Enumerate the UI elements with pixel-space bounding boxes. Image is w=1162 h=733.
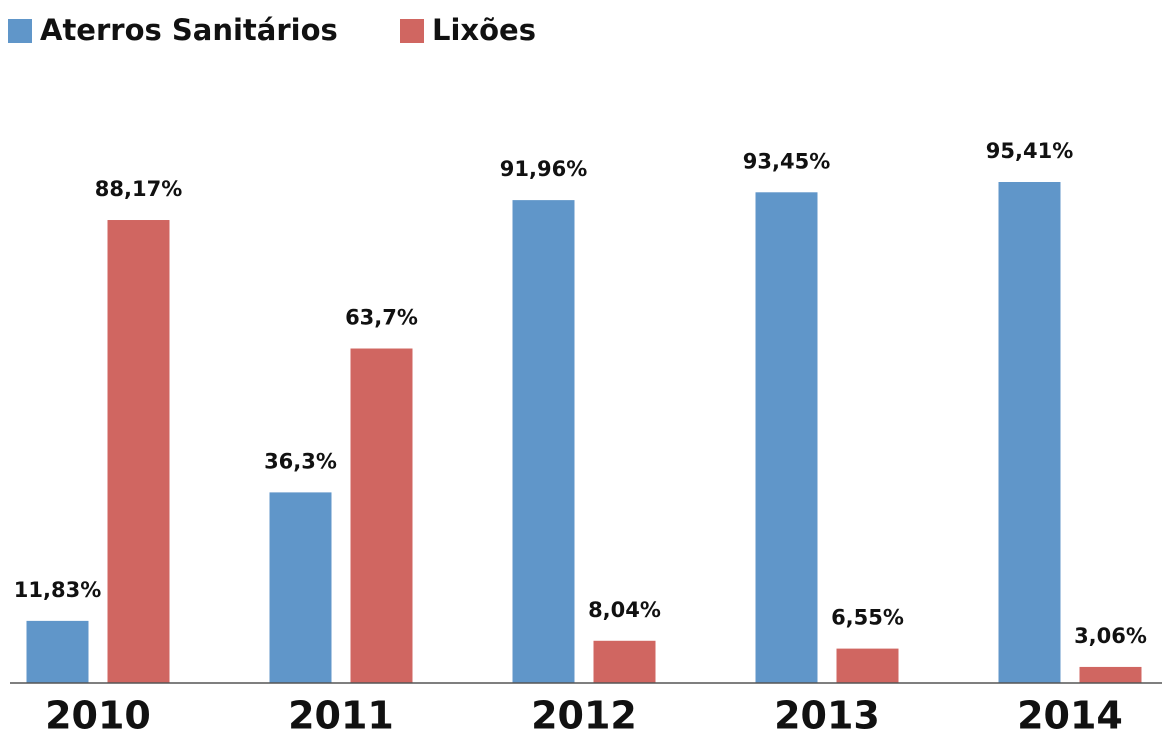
legend-swatch [400,19,424,43]
x-tick-label: 2012 [531,694,637,733]
value-label: 95,41% [986,139,1073,163]
value-label: 3,06% [1074,624,1147,648]
x-tick-label: 2010 [45,694,151,733]
value-label: 11,83% [14,578,101,602]
value-label: 93,45% [743,149,830,173]
legend-swatch [8,19,32,43]
x-tick-label: 2014 [1017,694,1123,733]
value-label: 8,04% [588,598,661,622]
x-tick-label: 2013 [774,694,880,733]
bar [107,220,170,683]
value-label: 91,96% [500,157,587,181]
bar [998,182,1061,683]
bar [26,620,89,683]
value-label: 63,7% [345,306,418,330]
bar [1079,666,1142,683]
bar [755,192,818,684]
bar [269,492,332,683]
value-label: 6,55% [831,606,904,630]
bar [593,640,656,683]
value-label: 36,3% [264,449,337,473]
legend-label: Aterros Sanitários [40,13,338,47]
legend-label: Lixões [432,13,536,47]
bar [836,648,899,683]
bar [512,200,575,683]
value-label: 88,17% [95,177,182,201]
bar [350,348,413,683]
x-tick-label: 2011 [288,694,394,733]
